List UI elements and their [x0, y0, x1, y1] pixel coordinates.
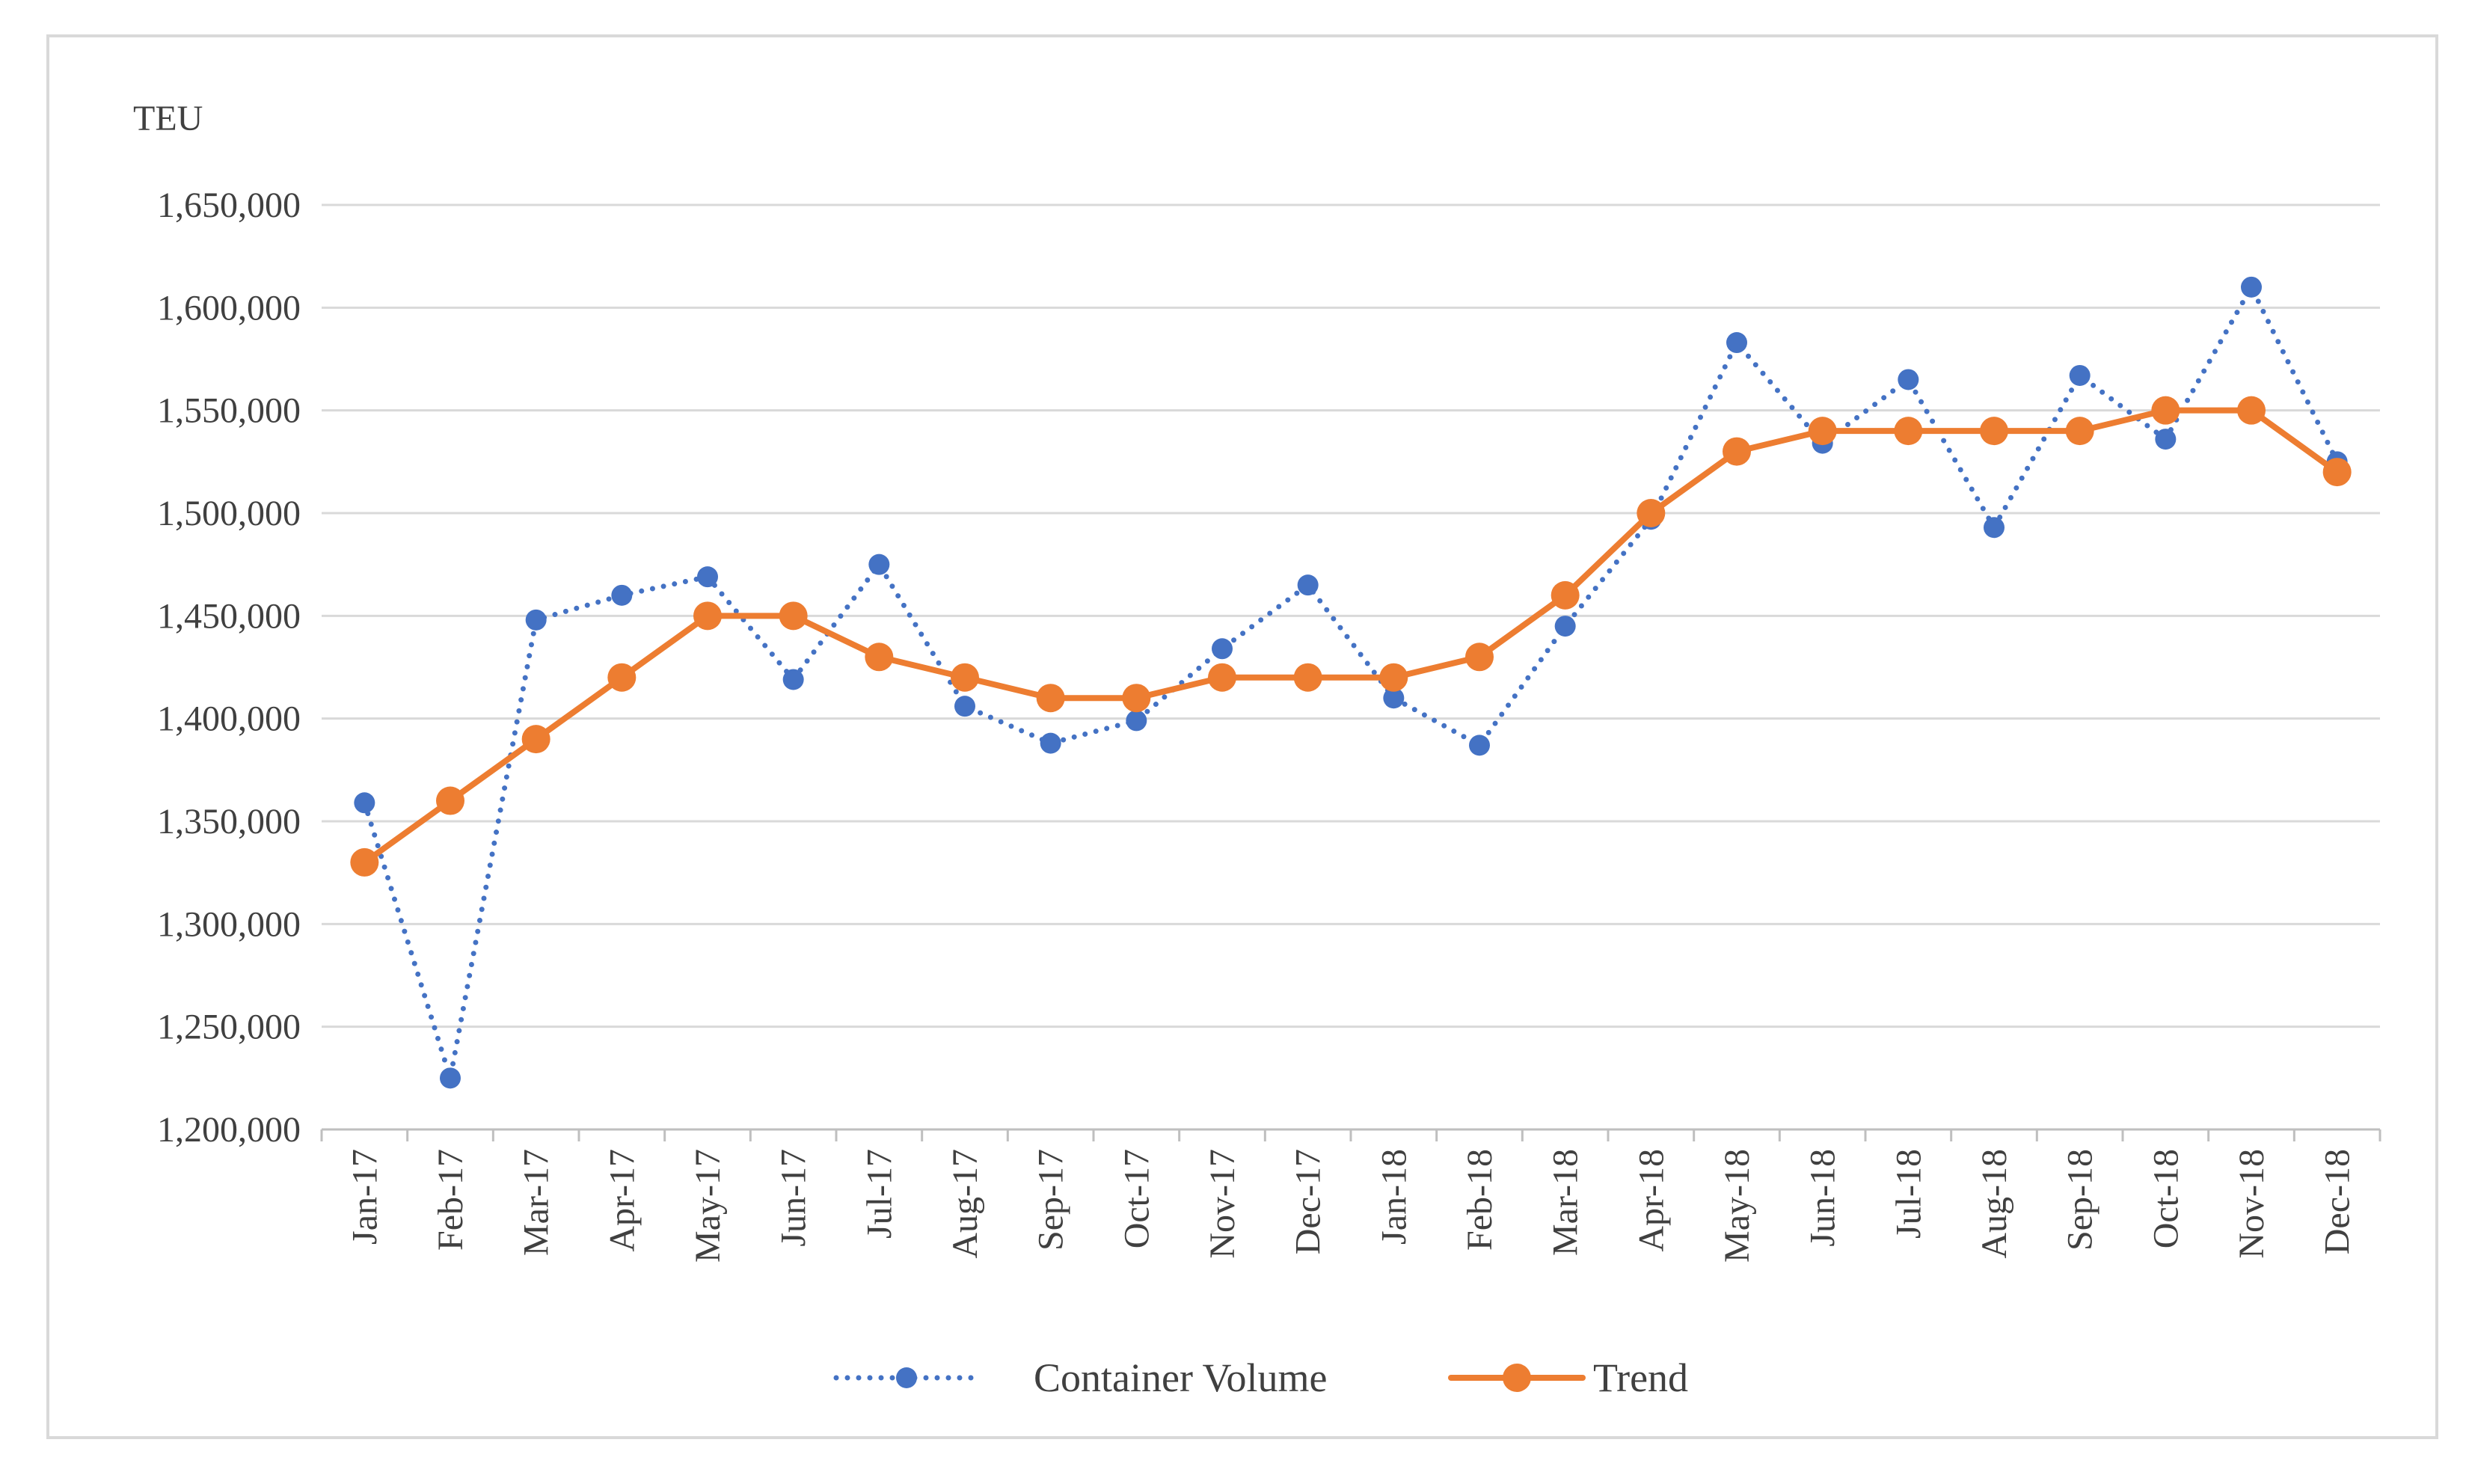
x-tick-label: Apr-17 [602, 1149, 642, 1252]
container-volume-point [1726, 332, 1747, 354]
x-tick-label: Sep-17 [1031, 1149, 1071, 1251]
x-tick-label: Jul-18 [1889, 1149, 1928, 1239]
container-volume-point [2069, 364, 2091, 386]
x-tick-label: Sep-18 [2061, 1149, 2100, 1251]
container-volume-point [868, 554, 890, 575]
x-tick-label: Jun-17 [774, 1149, 814, 1247]
trend-point [2322, 458, 2352, 487]
container-volume-point [782, 669, 804, 690]
y-axis-unit-label: TEU [133, 99, 203, 138]
y-tick-label: 1,650,000 [157, 186, 301, 225]
trend-point [951, 663, 979, 692]
chart-frame: 1,200,000 1,250,000 1,300,000 1,350,000 1,40… [46, 34, 2438, 1439]
legend-label: Trend [1593, 1355, 1688, 1400]
trend-point [1551, 580, 1580, 610]
trend-point [1036, 684, 1065, 713]
trend-point [693, 601, 722, 631]
x-tick-label: Jun-18 [1803, 1149, 1843, 1247]
x-tick-label: Nov-18 [2232, 1149, 2272, 1259]
trend-point [436, 786, 464, 815]
series-line-container-volume [361, 284, 2340, 1081]
container-volume-point [954, 696, 975, 717]
trend-point [1465, 643, 1494, 672]
trend-point [865, 643, 894, 672]
gridlines [322, 203, 2380, 1028]
container-volume-point [1469, 735, 1490, 756]
container-volume-point [440, 1067, 461, 1089]
trend-point [1293, 663, 1322, 692]
x-tick-label: Mar-18 [1546, 1149, 1586, 1256]
x-tick-label: Jul-17 [859, 1149, 899, 1239]
legend-label: Container Volume [1034, 1355, 1327, 1400]
trend-point [607, 663, 637, 692]
container-volume-point [1554, 616, 1576, 637]
container-volume-point [1040, 732, 1061, 754]
y-tick-label: 1,400,000 [157, 699, 301, 739]
container-volume-point [1126, 710, 1147, 732]
legend: Container Volume Trend [833, 1355, 1688, 1400]
series [350, 276, 2352, 1089]
legend-swatch-marker [1503, 1364, 1531, 1392]
x-tick-label: Dec-17 [1289, 1149, 1328, 1254]
legend-swatch-marker [896, 1367, 917, 1388]
trend-point [2237, 396, 2266, 425]
x-tick-label: Dec-18 [2318, 1149, 2358, 1254]
trend-point [1808, 417, 1837, 446]
y-tick-label: 1,350,000 [157, 802, 301, 841]
trend-point [1379, 663, 1408, 692]
x-tick-label: Aug-17 [945, 1149, 985, 1259]
container-volume-point [1297, 574, 1319, 596]
trend-point [350, 847, 379, 877]
y-tick-label: 1,600,000 [157, 288, 301, 328]
x-tick-label: Nov-17 [1203, 1149, 1242, 1259]
trend-point [1122, 684, 1151, 713]
x-tick-label: Aug-18 [1975, 1149, 2014, 1259]
x-tick-label: Apr-18 [1631, 1149, 1671, 1252]
trend-point [521, 725, 550, 754]
series-line-trend [361, 407, 2340, 865]
container-volume-point [697, 566, 718, 588]
trend-point [1637, 499, 1666, 527]
y-tick-label: 1,500,000 [157, 494, 301, 533]
trend-point [1208, 663, 1236, 692]
y-tick-label: 1,450,000 [157, 596, 301, 636]
container-volume-point [1383, 687, 1405, 709]
container-volume-point [1984, 517, 2005, 539]
line-chart: 1,200,000 1,250,000 1,300,000 1,350,000 1,40… [133, 99, 2381, 1400]
y-tick-label: 1,250,000 [157, 1008, 301, 1047]
x-tick-label: May-17 [688, 1149, 728, 1263]
y-tick-label: 1,550,000 [157, 391, 301, 431]
trend-point [779, 601, 808, 631]
x-tick-label: Mar-17 [517, 1149, 556, 1256]
container-volume-point [611, 584, 633, 606]
container-volume-point [525, 609, 547, 631]
container-volume-point [2155, 429, 2177, 450]
container-volume-point [354, 792, 375, 814]
trend-point [1894, 417, 1923, 446]
container-volume-point [2241, 276, 2262, 298]
y-tick-label: 1,200,000 [157, 1110, 301, 1150]
x-tick-label: Feb-18 [1460, 1149, 1500, 1251]
x-tick-label: Feb-17 [431, 1149, 470, 1251]
y-tick-label: 1,300,000 [157, 904, 301, 944]
trend-point [2151, 396, 2180, 425]
x-tick-label: Oct-18 [2146, 1149, 2186, 1248]
x-tick-label: Jan-17 [345, 1149, 384, 1245]
trend-point [2065, 417, 2094, 446]
x-tick-label: Oct-17 [1117, 1149, 1156, 1248]
x-tick-label: May-18 [1717, 1149, 1757, 1263]
x-tick-label: Jan-18 [1374, 1149, 1414, 1245]
container-volume-point [1212, 638, 1233, 660]
axes: 1,200,000 1,250,000 1,300,000 1,350,000 1,40… [157, 186, 2381, 1263]
trend-point [1723, 437, 1751, 466]
trend-point [1980, 417, 2008, 446]
container-volume-point [1898, 369, 1919, 390]
